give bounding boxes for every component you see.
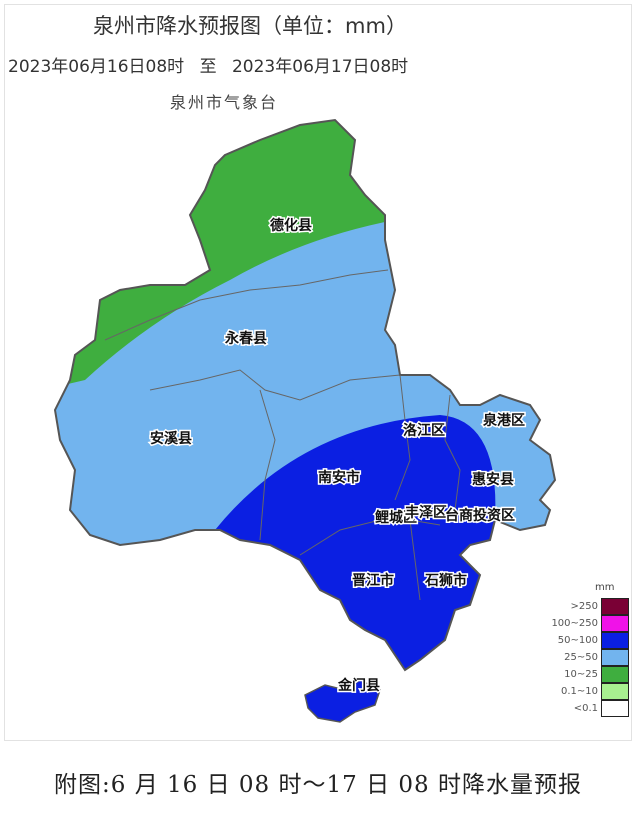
- city-boundary: [53, 118, 557, 672]
- kinmen-island: [304, 679, 381, 723]
- label-anxi: 安溪县: [150, 430, 192, 447]
- label-huian: 惠安县: [472, 471, 514, 488]
- start-time: 2023年06月16日08时: [8, 57, 185, 77]
- legend-swatch: [601, 598, 629, 615]
- legend-item: 100~250: [548, 615, 629, 633]
- caption: 附图:6 月 16 日 08 时～17 日 08 时降水量预报: [54, 772, 582, 798]
- legend-swatch: [601, 649, 629, 666]
- label-jinmen: 金门县: [337, 677, 380, 694]
- time-separator: 至: [199, 57, 217, 77]
- legend-item: 50~100: [548, 632, 629, 650]
- label-quangang: 泉港区: [483, 412, 525, 429]
- legend-swatch: [601, 666, 629, 683]
- legend-swatch: [601, 615, 629, 632]
- label-dehua: 德化县: [270, 217, 312, 234]
- label-jinjiang: 晋江市: [352, 572, 394, 589]
- map-title: 泉州市降水预报图（单位：mm）: [93, 14, 407, 38]
- legend-item: <0.1: [548, 700, 629, 718]
- county-boundaries: [104, 269, 461, 601]
- legend-unit: mm: [595, 582, 615, 593]
- legend-label: 25~50: [564, 652, 598, 663]
- legend-item: 25~50: [548, 649, 629, 667]
- end-time: 2023年06月17日08时: [231, 57, 409, 77]
- legend-label: 10~25: [564, 669, 598, 680]
- region-labels: 德化县 永春县 安溪县 南安市 洛江区 泉港区 惠安县 鲤城区 丰泽区 台商投资…: [149, 216, 527, 696]
- legend-item: >250: [548, 598, 629, 616]
- time-range: 2023年06月16日08时 至 2023年06月17日08时: [8, 52, 418, 77]
- legend-swatch: [601, 632, 629, 649]
- label-fengze: 丰泽区: [405, 504, 447, 521]
- legend-swatch: [601, 700, 629, 717]
- legend-label: 50~100: [557, 635, 598, 646]
- legend-label: >250: [570, 601, 598, 612]
- legend-item: 10~25: [548, 666, 629, 684]
- label-yongchun: 永春县: [224, 330, 267, 347]
- label-shishi: 石狮市: [424, 572, 467, 589]
- label-nanan: 南安市: [318, 469, 360, 486]
- legend-swatch: [601, 683, 629, 700]
- label-taishang: 台商投资区: [445, 507, 515, 524]
- legend-item: 0.1~10: [548, 683, 629, 701]
- legend-label: <0.1: [573, 703, 598, 714]
- label-luojiang: 洛江区: [403, 422, 445, 439]
- legend-label: 0.1~10: [560, 686, 598, 697]
- label-licheng: 鲤城区: [374, 509, 417, 526]
- legend-label: 100~250: [551, 618, 598, 629]
- organization: 泉州市气象台: [170, 93, 279, 112]
